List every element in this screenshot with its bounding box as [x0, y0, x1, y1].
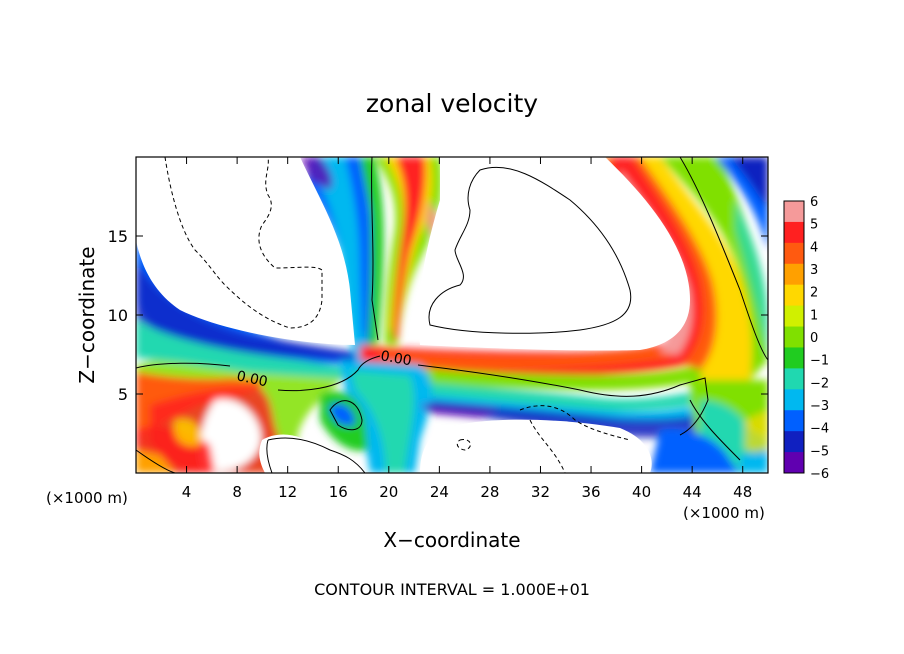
- x-tick-label: 36: [581, 483, 600, 501]
- x-tick-label: 20: [379, 483, 398, 501]
- colorbar-swatch: [784, 368, 804, 390]
- colorbar-swatch: [784, 201, 804, 223]
- colorbar-tick-label: −4: [810, 422, 829, 437]
- x-tick-label: 16: [329, 483, 348, 501]
- x-tick-label: 44: [683, 483, 702, 501]
- colorbar-tick-label: 6: [810, 195, 818, 210]
- colorbar-swatch: [784, 242, 804, 265]
- colorbar-swatch: [784, 326, 804, 348]
- y-tick-label: 10: [108, 306, 128, 325]
- contour-label: 0.00: [235, 368, 269, 390]
- colorbar-swatch: [784, 347, 804, 369]
- colorbar-tick-label: −2: [810, 376, 829, 391]
- y-tick-label: 15: [108, 227, 128, 246]
- y-axis-label: Z−coordinate: [75, 246, 99, 383]
- colorbar-tick-label: 0: [810, 331, 818, 346]
- colorbar-tick-label: −6: [810, 467, 829, 482]
- colorbar-tick-label: −5: [810, 444, 829, 459]
- x-axis: 4 8 12 16 20 24 28 32 36 40 44 48: [182, 157, 752, 501]
- colorbar-tick-label: 3: [810, 263, 818, 278]
- contour-labels: 0.00 0.00: [235, 348, 413, 390]
- x-tick-label: 4: [182, 483, 192, 501]
- x-axis-label: X−coordinate: [383, 528, 520, 552]
- colorbar-tick-label: 4: [810, 240, 818, 255]
- colorbar-swatch: [784, 263, 804, 286]
- x-tick-label: 24: [430, 483, 449, 501]
- colorbar-swatch: [784, 284, 804, 307]
- colorbar: 6 5 4 3 2 1 0 −1 −2 −3 −4 −5 −6: [783, 195, 829, 482]
- contour-interval-footer: CONTOUR INTERVAL = 1.000E+01: [314, 580, 590, 599]
- x-unit-left: (×1000 m): [46, 489, 128, 507]
- colorbar-swatch: [784, 410, 804, 432]
- y-tick-label: 5: [118, 385, 128, 404]
- chart-title: zonal velocity: [366, 89, 538, 118]
- colorbar-tick-label: 2: [810, 286, 818, 301]
- x-tick-label: 28: [480, 483, 499, 501]
- x-tick-label: 32: [531, 483, 550, 501]
- heatmap-field: [136, 157, 768, 473]
- colorbar-tick-label: 5: [810, 218, 818, 233]
- x-tick-label: 8: [232, 483, 242, 501]
- colorbar-swatch: [784, 305, 804, 328]
- contour-label: 0.00: [379, 348, 412, 369]
- colorbar-frame: [783, 200, 805, 474]
- x-unit-right: (×1000 m): [683, 504, 765, 522]
- x-tick-label: 40: [632, 483, 651, 501]
- colorbar-tick-label: −1: [810, 354, 829, 369]
- dashed-contours: [164, 157, 631, 473]
- colorbar-tick-label: 1: [810, 308, 818, 323]
- y-axis: 5 10 15: [108, 227, 768, 404]
- colorbar-swatch: [784, 389, 804, 411]
- colorbar-swatch: [784, 452, 804, 474]
- contour-lines: [136, 157, 768, 473]
- colorbar-swatch: [784, 221, 804, 244]
- colorbar-tick-label: −3: [810, 399, 829, 414]
- x-tick-label: 48: [733, 483, 752, 501]
- colorbar-swatch: [784, 431, 804, 453]
- x-tick-label: 12: [278, 483, 297, 501]
